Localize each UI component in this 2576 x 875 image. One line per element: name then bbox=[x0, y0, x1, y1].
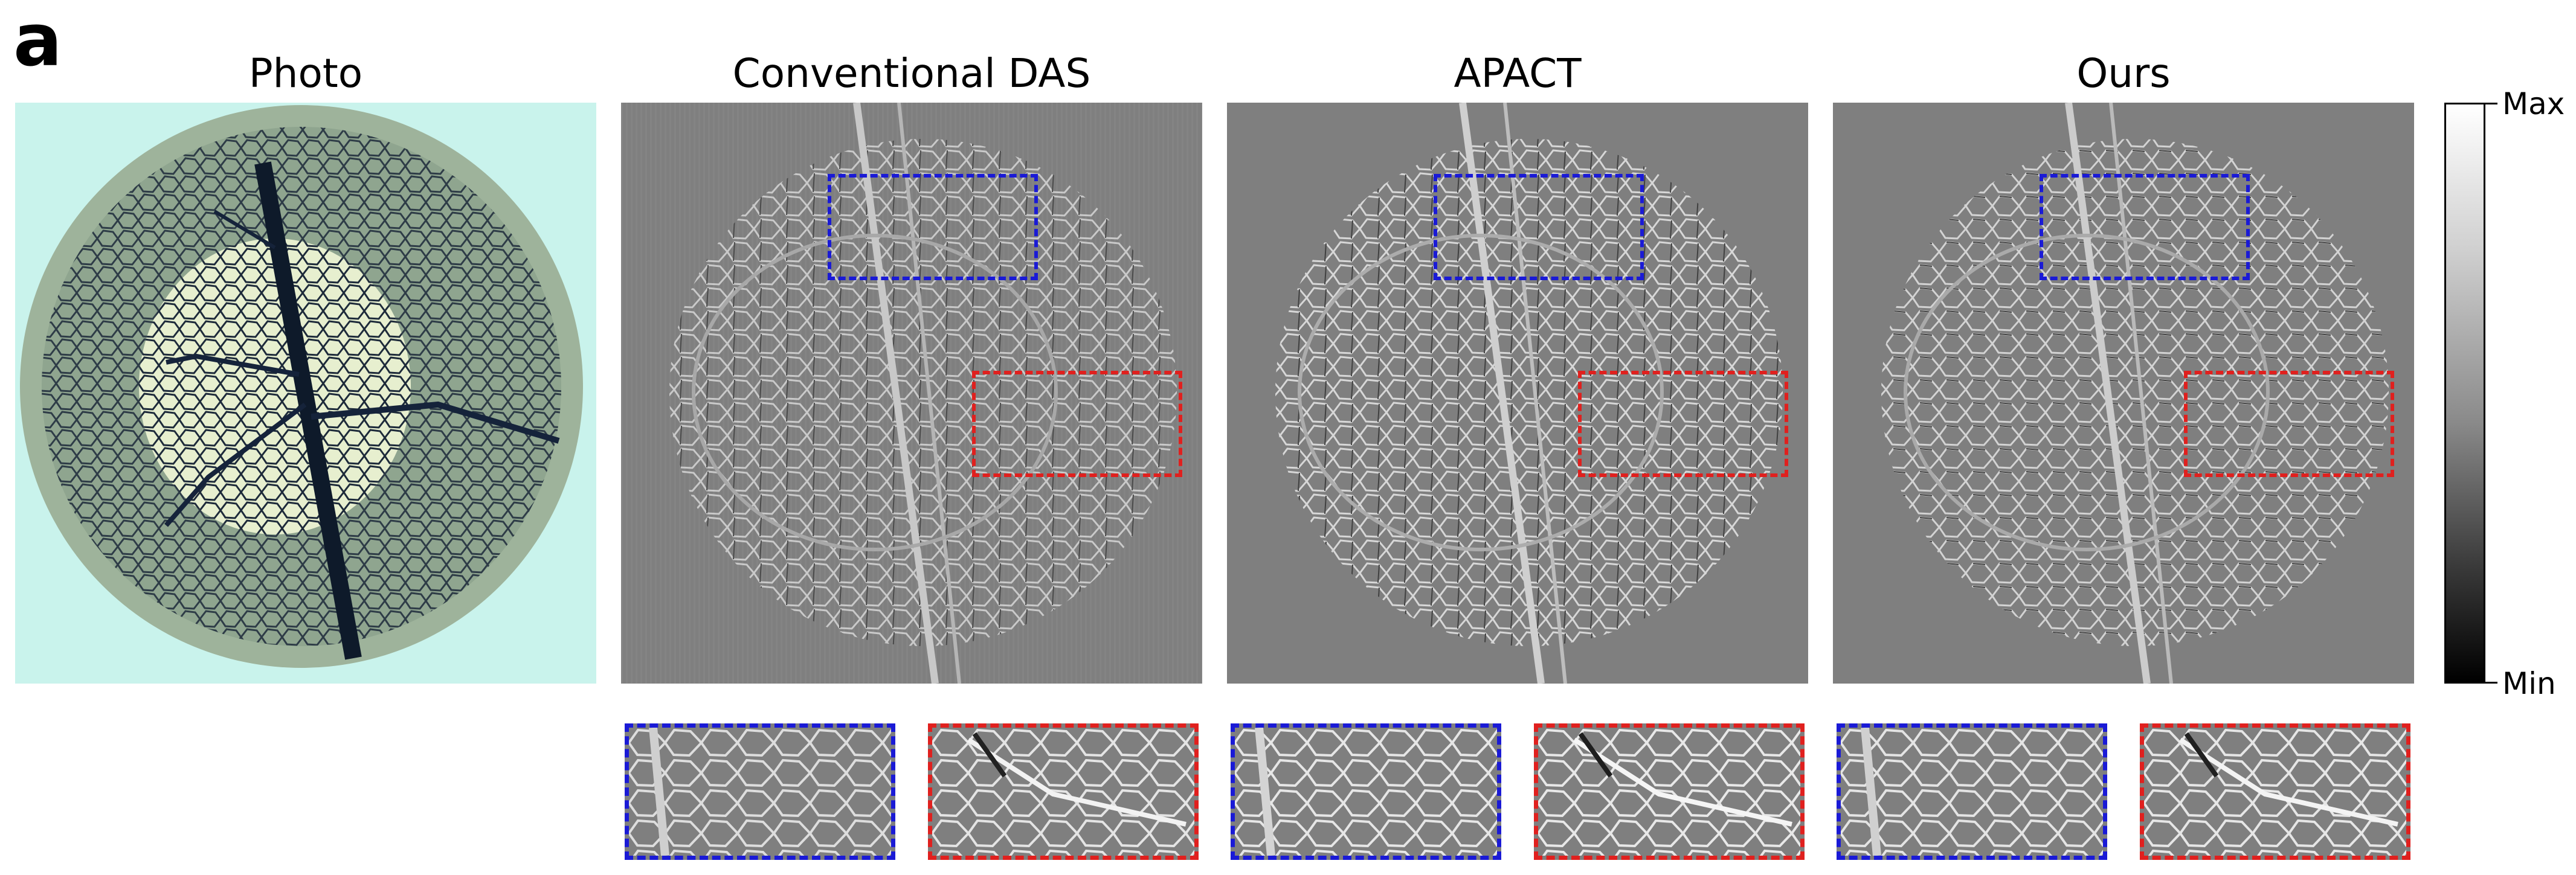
conventional-das-image bbox=[621, 103, 1202, 684]
ours-red-roi-box bbox=[2184, 371, 2394, 477]
apact-blue-roi-box bbox=[1434, 174, 1644, 280]
ours-red-inset bbox=[2140, 723, 2410, 860]
ours-image bbox=[1833, 103, 2414, 684]
das-blue-roi-box bbox=[828, 174, 1038, 280]
panel-label: a bbox=[13, 0, 62, 83]
title-apact: APACT bbox=[1454, 50, 1582, 97]
ours-blue-roi-box bbox=[2040, 174, 2250, 280]
colorbar-max-label: Max bbox=[2502, 86, 2565, 121]
photo-image bbox=[15, 103, 596, 684]
title-ours: Ours bbox=[2076, 50, 2171, 97]
apact-red-roi-box bbox=[1578, 371, 1788, 477]
grayscale-colorbar bbox=[2444, 103, 2485, 684]
title-photo: Photo bbox=[248, 50, 363, 97]
das-red-roi-box bbox=[972, 371, 1182, 477]
apact-red-inset bbox=[1534, 723, 1805, 860]
title-conventional-das: Conventional DAS bbox=[732, 50, 1091, 97]
apact-image bbox=[1227, 103, 1808, 684]
colorbar-min-tick bbox=[2485, 682, 2497, 684]
apact-blue-inset bbox=[1231, 723, 1501, 860]
das-blue-inset bbox=[625, 723, 895, 860]
colorbar-max-tick bbox=[2485, 103, 2497, 104]
das-red-inset bbox=[928, 723, 1199, 860]
ours-blue-inset bbox=[1837, 723, 2107, 860]
colorbar-min-label: Min bbox=[2502, 666, 2556, 701]
